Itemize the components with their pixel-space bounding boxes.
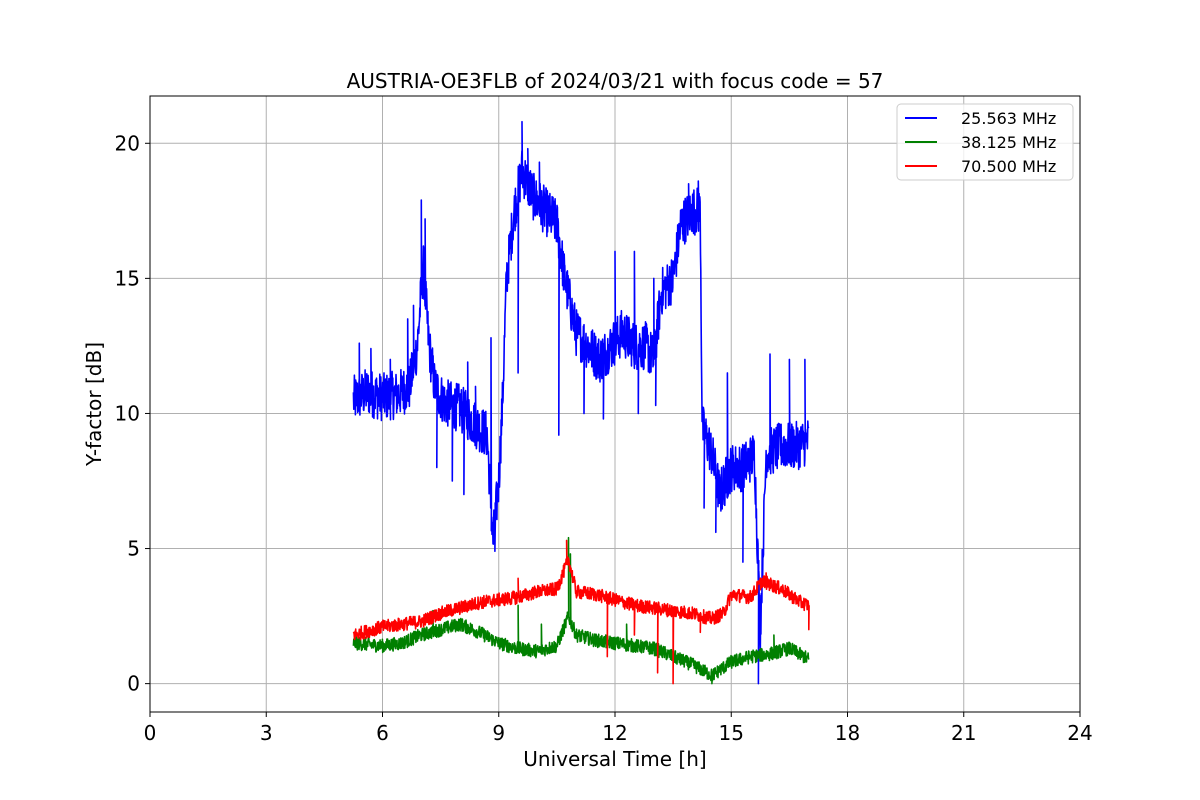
series-layer <box>352 120 810 685</box>
x-tick-label: 9 <box>492 721 505 745</box>
y-tick-label: 15 <box>115 266 140 290</box>
x-tick-label: 12 <box>602 721 627 745</box>
x-tick-label: 21 <box>951 721 976 745</box>
y-axis-ticks: 0 5 10 15 20 <box>115 131 150 696</box>
chart-title: AUSTRIA-OE3FLB of 2024/03/21 with focus … <box>347 69 884 93</box>
legend-box <box>896 103 1074 181</box>
x-tick-label: 6 <box>376 721 389 745</box>
x-tick-label: 0 <box>144 721 157 745</box>
x-tick-label: 3 <box>260 721 273 745</box>
y-tick-label: 0 <box>127 672 140 696</box>
y-tick-label: 20 <box>115 131 140 155</box>
legend-entry-label: 70.500 MHz <box>961 157 1056 176</box>
series-line-3 <box>352 539 810 685</box>
series-line-1 <box>352 120 810 685</box>
x-tick-label: 15 <box>719 721 744 745</box>
x-axis-ticks: 0 3 6 9 12 15 18 21 24 <box>144 712 1093 745</box>
legend: 25.563 MHz 38.125 MHz 70.500 MHz <box>896 103 1074 181</box>
legend-entry-label: 38.125 MHz <box>961 133 1056 152</box>
y-tick-label: 5 <box>127 537 140 561</box>
series-line-2 <box>352 536 810 685</box>
y-tick-label: 10 <box>115 401 140 425</box>
x-axis-label: Universal Time [h] <box>523 747 706 771</box>
legend-entry-label: 25.563 MHz <box>961 109 1056 128</box>
x-tick-label: 24 <box>1067 721 1092 745</box>
x-tick-label: 18 <box>835 721 860 745</box>
y-axis-label: Y-factor [dB] <box>82 342 106 467</box>
